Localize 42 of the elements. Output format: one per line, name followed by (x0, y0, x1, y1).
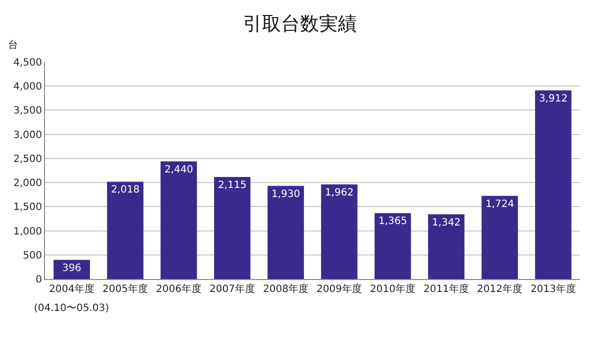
data-label: 2,440 (164, 164, 194, 176)
bar (482, 196, 518, 279)
x-tick-label: 2010年度 (370, 283, 416, 295)
y-axis-title: 台 (8, 39, 18, 51)
text: (04.10〜05.03) (34, 303, 110, 314)
y-tick-label: 1,000 (13, 226, 42, 238)
x-tick-label: 2004年度 (49, 283, 94, 295)
y-tick-label: 500 (22, 250, 42, 262)
bar (321, 184, 358, 279)
data-label: 1,342 (432, 217, 461, 228)
data-label: 3,912 (538, 93, 568, 104)
x-tick-label: 2012年度 (477, 283, 522, 295)
data-label: 2,115 (218, 180, 247, 192)
bar (428, 214, 464, 279)
x-tick-label: 2008年度 (263, 283, 308, 295)
y-tick-label: 3,500 (13, 106, 42, 117)
y-tick-label: 4,500 (13, 58, 42, 68)
data-label: 1,930 (271, 188, 300, 200)
bar (160, 161, 197, 279)
y-tick-label: 0 (36, 274, 42, 286)
data-label: 2,018 (110, 184, 140, 196)
y-tick-label: 3,000 (13, 130, 42, 141)
y-tick-label: 4,000 (13, 82, 42, 93)
x-tick-label: 2005年度 (102, 283, 148, 295)
x-tick-label: 2006年度 (156, 283, 202, 295)
x-tick-label: 2007年度 (210, 283, 255, 295)
bar (374, 213, 411, 279)
y-tick-label: 2,000 (13, 178, 42, 190)
bar (214, 177, 250, 279)
data-label: 396 (62, 262, 82, 274)
bar (268, 186, 304, 279)
bar (535, 90, 572, 279)
data-label: 1,724 (485, 198, 514, 210)
bar (107, 182, 144, 279)
y-tick-label: 1,500 (13, 202, 42, 214)
y-tick-label: 2,500 (13, 154, 42, 165)
x-tick-label: 2009年度 (316, 283, 362, 295)
data-label: 1,365 (378, 216, 408, 228)
data-label: 1,962 (324, 187, 354, 198)
chart-title: 引取台数実績 (243, 13, 357, 36)
x-tick-label: 2011年度 (424, 283, 469, 295)
x-tick-label: 2013年度 (530, 283, 576, 295)
